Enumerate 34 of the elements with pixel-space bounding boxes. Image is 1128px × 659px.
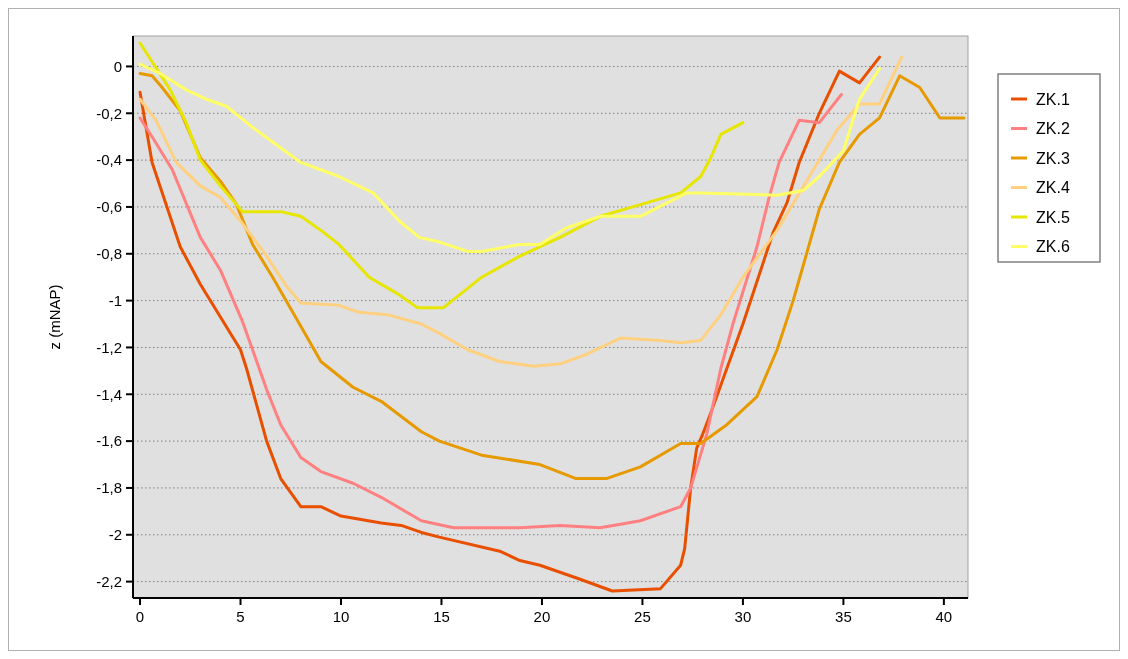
y-tick-label: -1,2 [96, 338, 122, 356]
legend-label: ZK.1 [1036, 90, 1070, 108]
x-tick-label: 10 [332, 608, 350, 625]
x-tick-label: 20 [533, 608, 551, 625]
legend-label: ZK.4 [1036, 179, 1070, 197]
y-tick-label: 0 [113, 57, 122, 75]
x-tick-label: 30 [734, 608, 752, 625]
line-series [138, 55, 904, 368]
x-tick-label: 0 [135, 608, 145, 625]
y-tick-label: -0,8 [96, 245, 122, 263]
y-tick-label: -2 [108, 526, 122, 544]
x-tick-label: 35 [835, 608, 852, 625]
legend-label: ZK.5 [1036, 208, 1070, 226]
x-tick-label: 15 [433, 608, 450, 625]
y-tick-label: -2,2 [96, 572, 122, 590]
y-tick-label: -1,8 [96, 479, 122, 497]
line-series [138, 62, 882, 253]
x-tick-label: 40 [935, 608, 953, 625]
legend-label: ZK.2 [1036, 120, 1070, 138]
y-tick-label: -1,4 [96, 385, 122, 403]
y-tick-label: -1 [108, 291, 122, 309]
y-axis-title: z (mNAP) [46, 284, 63, 350]
y-tick-label: -1,6 [96, 432, 122, 450]
line-series [138, 55, 882, 593]
x-tick-label: 5 [236, 608, 245, 625]
legend-label: ZK.3 [1036, 149, 1070, 167]
y-tick-label: -0,4 [96, 151, 122, 169]
legend-label: ZK.6 [1036, 238, 1070, 256]
y-tick-label: -0,6 [96, 198, 122, 216]
line-series [138, 41, 745, 310]
x-tick-label: 25 [634, 608, 651, 625]
line-series [138, 93, 843, 530]
line-series [138, 71, 966, 481]
y-tick-label: -0,2 [96, 104, 122, 122]
